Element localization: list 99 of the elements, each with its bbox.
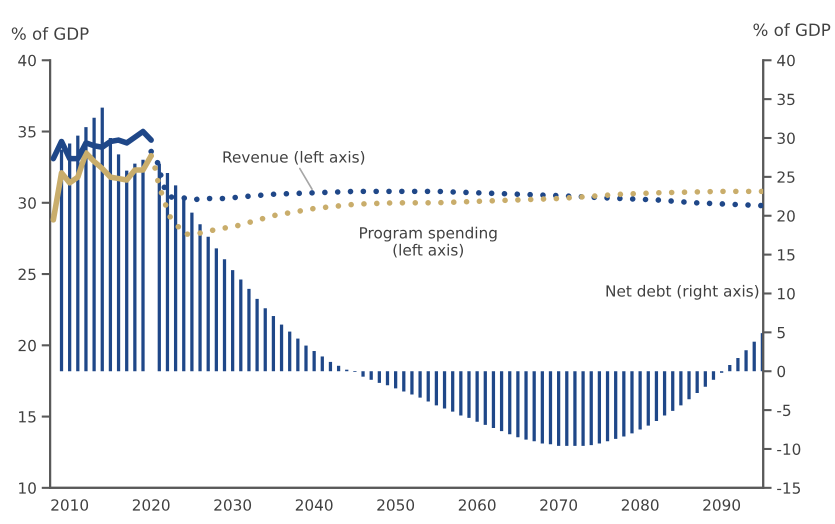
x-tick-label: 2070	[540, 499, 578, 511]
y-tick-label: 30	[18, 197, 36, 209]
y-tick-label: 40	[18, 54, 36, 66]
bar	[402, 371, 406, 392]
bar	[614, 371, 618, 439]
y-tick-label: 10	[19, 482, 36, 494]
bar	[598, 371, 602, 444]
y2-tick-label: 30	[778, 132, 795, 144]
bar	[459, 371, 462, 416]
bar	[679, 371, 683, 406]
bar	[264, 308, 267, 372]
bar	[370, 371, 373, 380]
bar	[386, 371, 390, 386]
y2-tick-label: 5	[778, 327, 785, 338]
y2-tick-label: -10	[777, 443, 800, 455]
y-tick-label: 35	[18, 126, 36, 138]
y2-tick-label: 20	[778, 210, 795, 222]
bar	[288, 332, 292, 372]
bar	[255, 298, 259, 372]
y-axis-title: % of GDP	[12, 27, 89, 40]
bar	[206, 236, 210, 372]
bar	[296, 338, 300, 372]
bar	[214, 248, 218, 372]
bar	[662, 371, 666, 416]
bar	[484, 371, 487, 425]
bar	[222, 259, 226, 372]
bar	[280, 324, 284, 372]
bar	[451, 371, 454, 412]
y2-tick-label: 0	[777, 366, 786, 378]
x-tick-label: 2090	[703, 499, 740, 511]
bar	[565, 371, 568, 446]
x-tick-label: 2050	[377, 499, 414, 511]
bar	[410, 371, 414, 395]
x-tick-label: 2060	[458, 499, 496, 511]
y2-tick-label: 15	[778, 249, 794, 261]
bar	[532, 371, 536, 442]
bar	[590, 371, 593, 446]
y2-tick-label: 10	[778, 288, 795, 300]
bar	[557, 371, 560, 446]
bar	[654, 371, 658, 421]
bar	[442, 371, 446, 409]
bar	[378, 371, 381, 383]
bar	[696, 371, 699, 393]
bar	[239, 279, 242, 372]
y2-axis-title: % of GDP	[753, 23, 830, 36]
bar	[606, 371, 610, 442]
bar	[247, 288, 251, 372]
y2-tick-label: -15	[777, 482, 800, 494]
y2-tick-label: 40	[777, 54, 795, 66]
y-tick-label: 15	[19, 411, 36, 423]
bar	[231, 270, 234, 372]
bar	[434, 371, 438, 406]
bar	[508, 371, 512, 434]
bar	[622, 371, 626, 437]
bar	[467, 371, 471, 418]
bar	[638, 371, 642, 430]
bar	[125, 170, 128, 372]
text: Net debt (right axis)	[606, 284, 758, 300]
bar	[728, 365, 732, 372]
bar	[548, 371, 552, 444]
bar	[492, 371, 496, 428]
y2-tick-label: -5	[777, 404, 790, 416]
x-tick-label: 2080	[622, 499, 659, 511]
bar	[704, 371, 707, 387]
bar	[320, 356, 324, 372]
series-label: Revenue (left axis)	[224, 150, 364, 165]
x-tick-label: 2030	[214, 499, 252, 511]
bar	[744, 350, 748, 372]
bar	[426, 371, 430, 402]
y2-tick-label: 35	[778, 94, 794, 106]
bar	[573, 371, 577, 446]
x-tick-label: 2020	[132, 499, 170, 511]
bar	[312, 351, 316, 372]
bar	[712, 371, 716, 380]
bar	[630, 371, 634, 434]
bar	[540, 371, 544, 444]
bar	[272, 316, 276, 372]
bar	[581, 371, 585, 446]
bar	[304, 346, 308, 372]
bar	[190, 212, 194, 372]
bar	[687, 371, 691, 400]
bar	[500, 371, 504, 432]
series-label: Program spending (left axis)	[360, 226, 497, 258]
y-tick-label: 20	[18, 340, 36, 352]
bar	[752, 342, 756, 372]
bar	[394, 371, 398, 388]
bar	[646, 371, 650, 426]
bar	[361, 371, 365, 377]
bar	[476, 371, 479, 422]
bar	[671, 371, 674, 411]
x-tick-label: 2010	[51, 499, 88, 511]
bar	[133, 164, 136, 372]
y-tick-label: 25	[18, 268, 36, 280]
y2-tick-label: 25	[778, 171, 794, 183]
bar	[418, 371, 422, 398]
x-tick-label: 2040	[296, 499, 333, 511]
bar	[524, 371, 528, 440]
bar	[736, 358, 740, 372]
bar	[516, 371, 520, 438]
